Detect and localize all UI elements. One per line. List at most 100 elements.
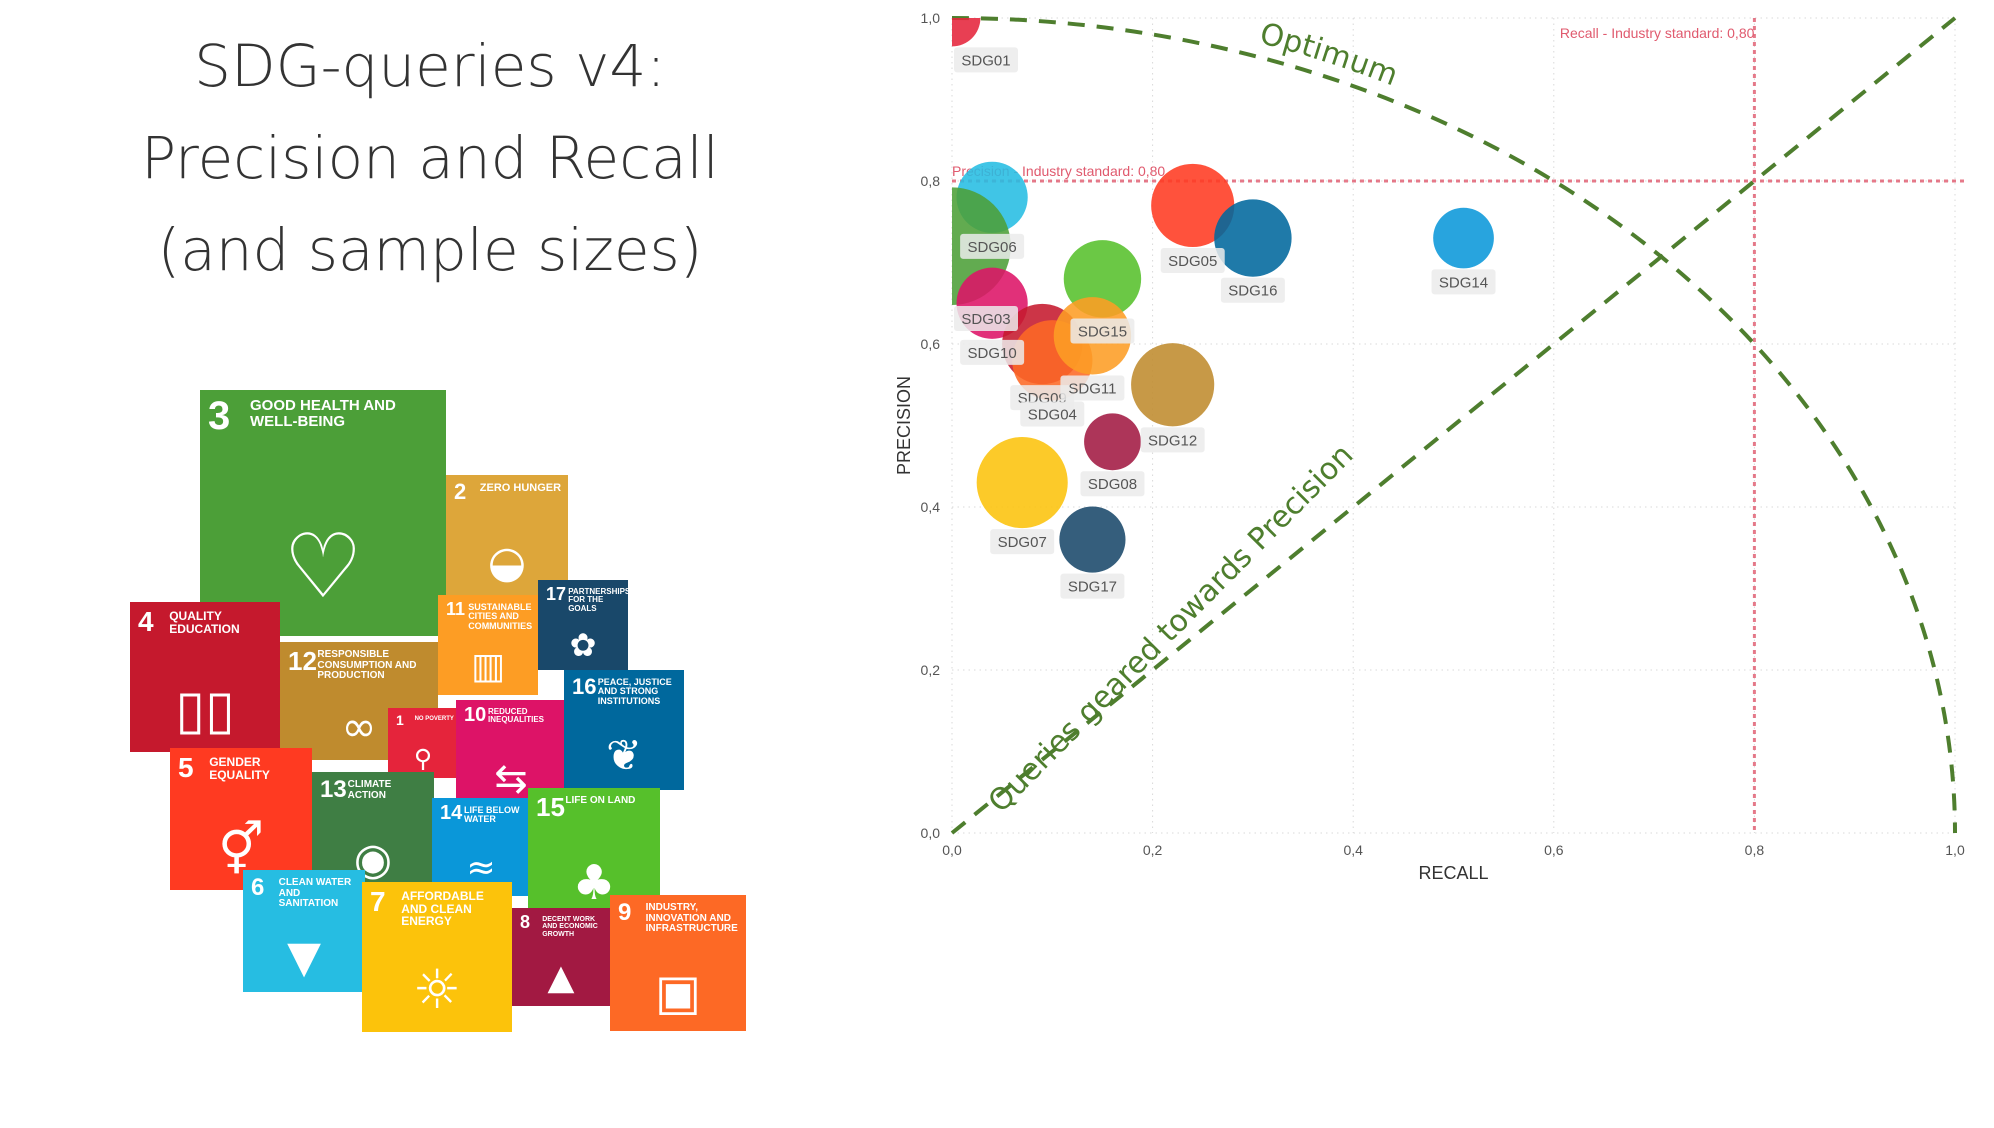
data-label-sdg10: SDG10 [968,345,1017,362]
y-tick-label: 0,0 [921,825,941,841]
data-label-sdg17: SDG17 [1068,579,1117,596]
buildings-icon: ▥ [470,646,505,687]
bowl-icon: ◒ [487,537,527,588]
data-label-background [1160,248,1225,274]
sdg-tile-label: QUALITY EDUCATION [169,609,240,636]
bubble-sdg07[interactable] [976,437,1068,529]
sdg-tile-number: 11 [446,599,466,619]
data-label-background [954,305,1018,331]
bubble-sdg05[interactable] [1151,163,1235,248]
x-axis-title: RECALL [1418,863,1488,883]
sdg-tile-label: GENDER EQUALITY [209,755,270,782]
sdg-tile-number: 2 [454,479,467,504]
sdg-tile-number: 6 [251,874,265,901]
rings-icon: ✿ [569,626,597,664]
data-label-background [1431,269,1496,295]
data-label-background [954,47,1018,73]
data-label-background [1140,427,1205,453]
fish-icon: ≈ [466,848,496,888]
data-label-background [990,529,1055,555]
data-label-background [1070,318,1135,344]
tree-icon: ♣ [572,855,616,911]
bubble-sdg15[interactable] [1063,240,1142,318]
optimum-arc [951,16,1957,834]
data-label-background [1060,375,1125,401]
sdg-tile-12: 12 RESPONSIBLE CONSUMPTION AND PRODUCTION… [280,642,438,760]
sdg-tile-number: 3 [208,394,231,438]
y-tick-label: 0,4 [921,499,941,515]
sdg-tile-9: 9 INDUSTRY, INNOVATION AND INFRASTRUCTURE… [610,895,746,1031]
sdg-tile-number: 9 [618,899,632,926]
sdg-tile-label: LIFE BELOW WATER [464,805,520,825]
sdg-tile-6: 6 CLEAN WATER AND SANITATION ▼ [243,870,365,992]
water-drop-icon: ▼ [287,932,321,983]
sdg-tile-label: SUSTAINABLE CITIES AND COMMUNITIES [468,602,533,631]
bubble-sdg12[interactable] [1131,343,1215,427]
sdg-tile-label: CLEAN WATER AND SANITATION [278,877,352,909]
sdg-logo-collage: 3 GOOD HEALTH AND WELL-BEING ♡ 2 ZERO HUNGER… [120,390,760,1032]
data-label-sdg14: SDG14 [1439,274,1488,291]
data-label-background [1020,401,1085,427]
book-icon: ▯▯ [175,678,235,741]
gender-icon: ⚥ [217,821,265,880]
data-label-sdg08: SDG08 [1088,476,1137,493]
data-label-background [1220,277,1285,303]
sdg-tile-number: 7 [370,886,386,917]
sdg-tile-1: 1 NO POVERTY ⚲ [388,708,458,778]
sdg-tile-3: 3 GOOD HEALTH AND WELL-BEING ♡ [200,390,446,636]
sdg-tile-number: 10 [464,704,487,726]
y-axis-title: PRECISION [894,376,914,475]
data-label-background [1080,471,1145,497]
data-label-sdg06: SDG06 [968,239,1017,256]
sdg-tile-14: 14 LIFE BELOW WATER ≈ [432,798,530,896]
bubble-sdg17[interactable] [1059,506,1126,573]
equality-icon: ⇆ [494,756,528,802]
data-label-background [1060,573,1125,599]
data-label-sdg16: SDG16 [1228,283,1277,300]
data-label-sdg12: SDG12 [1148,432,1197,449]
bubble-layer [924,0,1494,573]
sdg-tile-2: 2 ZERO HUNGER ◒ [446,475,568,597]
precision-diagonal-line [950,16,1957,835]
x-tick-label: 0,4 [1343,842,1363,858]
bubble-sdg14[interactable] [1433,207,1494,269]
cubes-icon: ▣ [654,964,702,1021]
data-label-sdg11: SDG11 [1068,381,1116,398]
sdg-tile-label: PEACE, JUSTICE AND STRONG INSTITUTIONS [597,677,672,706]
data-label-sdg01: SDG01 [961,52,1010,69]
data-label-sdg15: SDG15 [1078,323,1127,340]
sdg-tile-8: 8 DECENT WORK AND ECONOMIC GROWTH ▲ [512,908,610,1006]
bubble-sdg16[interactable] [1214,199,1292,277]
title-line-1: SDG-queries v4: [194,32,666,100]
bubble-sdg01[interactable] [924,0,981,47]
dove-icon: ❦ [605,731,643,781]
sdg-tile-label: RESPONSIBLE CONSUMPTION AND PRODUCTION [317,649,417,681]
sdg-tile-16: 16 PEACE, JUSTICE AND STRONG INSTITUTIONS… [564,670,684,790]
y-tick-label: 1,0 [921,10,941,26]
infinity-icon: ∞ [341,702,377,751]
sdg-tile-number: 1 [396,712,404,728]
x-tick-label: 0,6 [1544,842,1564,858]
data-label-sdg03: SDG03 [961,311,1010,328]
sdg-tile-number: 15 [536,792,565,822]
bubble-sdg08[interactable] [1084,413,1141,471]
heartbeat-icon: ♡ [283,514,363,618]
sdg-tile-number: 17 [546,584,567,604]
sdg-tile-number: 8 [520,912,531,932]
sdg-tile-label: DECENT WORK AND ECONOMIC GROWTH [542,916,598,938]
y-tick-label: 0,6 [921,336,941,352]
sdg-tile-label: REDUCED INEQUALITIES [488,707,545,725]
title-line-3: (and sample sizes) [157,216,703,284]
sdg-tile-17: 17 PARTNERSHIPS FOR THE GOALS ✿ [538,580,628,670]
data-label-sdg07: SDG07 [998,534,1047,551]
sdg-tile-number: 4 [138,606,154,637]
x-tick-label: 0,8 [1745,842,1765,858]
sdg-tile-11: 11 SUSTAINABLE CITIES AND COMMUNITIES ▥ [438,595,538,695]
y-tick-label: 0,2 [921,662,941,678]
data-label-background [960,339,1025,365]
x-tick-label: 0,0 [942,842,962,858]
growth-chart-icon: ▲ [547,958,575,998]
sdg-tile-label: LIFE ON LAND [565,795,636,806]
sdg-tile-label: CLIMATE ACTION [347,779,392,801]
sdg-tile-label: NO POVERTY [414,716,454,722]
